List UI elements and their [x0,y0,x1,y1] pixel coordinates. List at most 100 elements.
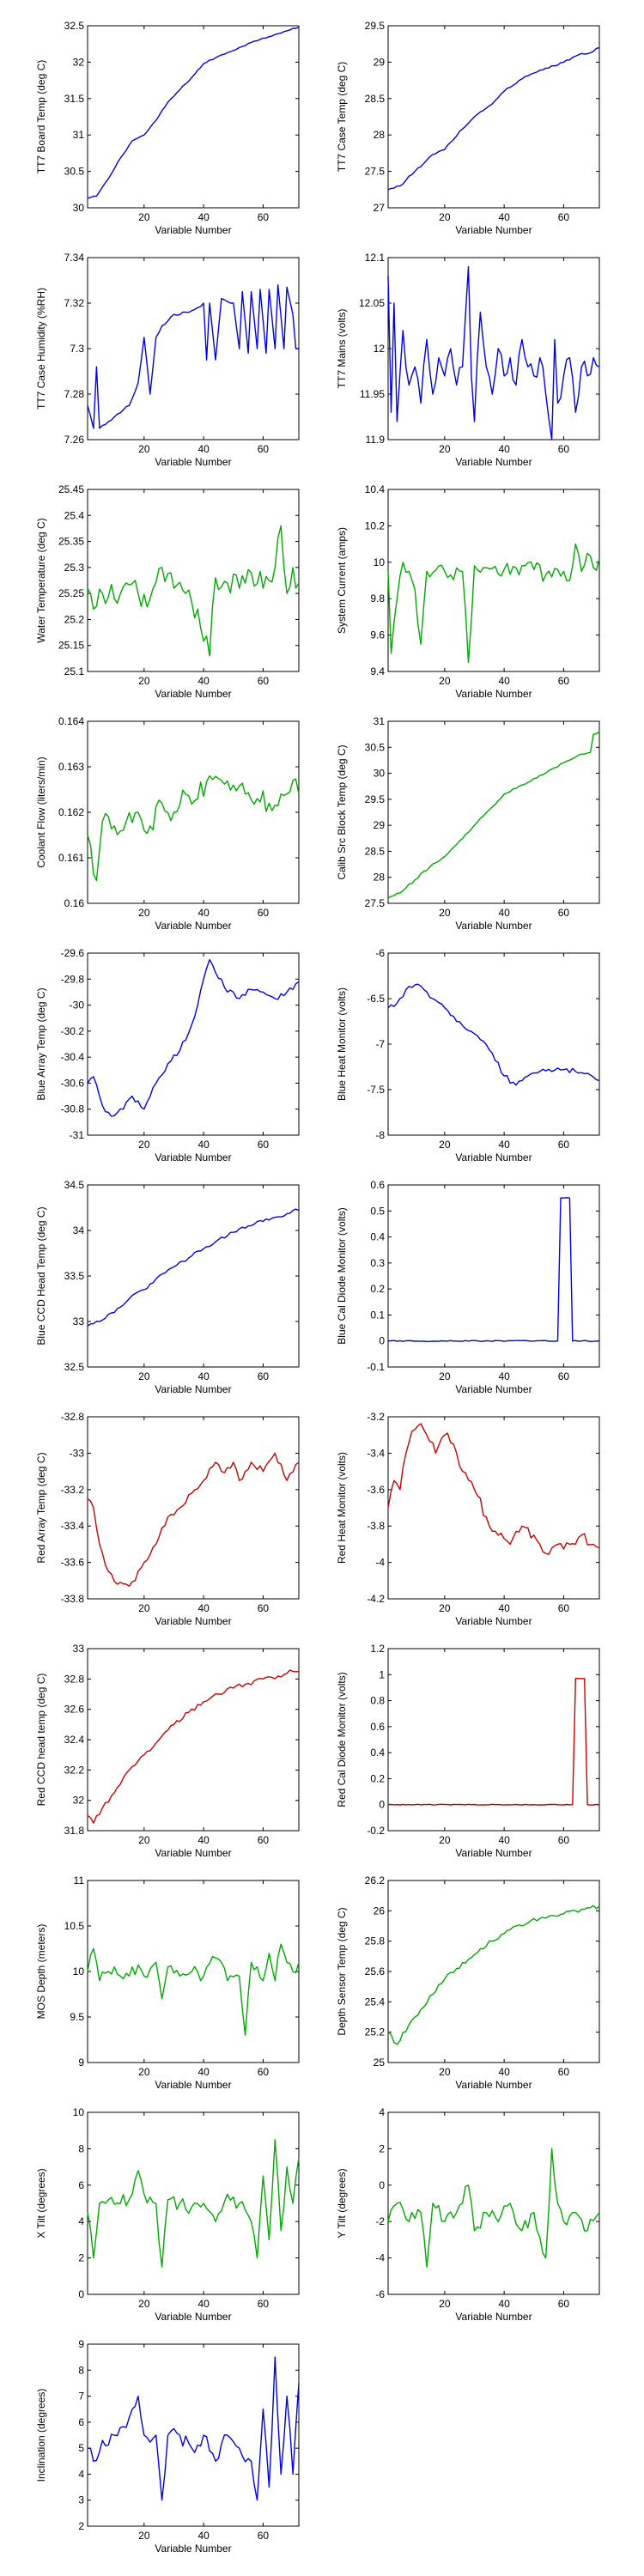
x-tick-label: 40 [498,443,510,455]
x-tick-label: 60 [258,211,270,223]
x-tick-label: 20 [138,211,150,223]
y-tick-label: 26.2 [365,1874,386,1886]
y-tick-label: 2 [78,2252,84,2264]
y-tick-label: -29.8 [61,973,85,985]
series-line [387,1905,600,2045]
y-axis-label: TT7 Case Humidity (%RH) [35,288,47,410]
x-tick-label: 60 [558,907,570,919]
y-tick-label: 28 [374,872,386,884]
x-tick-label: 60 [258,1370,270,1382]
x-tick-label: 60 [258,1602,270,1614]
y-axis-label: Calib Src Block Temp (deg C) [336,744,348,879]
y-tick-label: 0.2 [370,1283,385,1295]
y-tick-label: 0.1 [370,1309,385,1321]
x-tick-label: 20 [138,1834,150,1846]
y-tick-label: -31 [70,1129,85,1141]
y-tick-label: 2 [78,2520,84,2532]
y-tick-label: 0.4 [370,1747,385,1759]
axes-box [87,25,300,209]
y-tick-label: 7.32 [64,297,85,309]
x-axis-label: Variable Number [155,1383,231,1395]
x-axis-label: Variable Number [455,2311,532,2323]
series-line [87,525,300,657]
y-tick-label: 9 [78,2057,84,2069]
y-tick-label: 0 [379,2179,385,2191]
x-tick-label: 20 [439,443,451,455]
axes-box [387,1648,600,1832]
y-tick-label: 12.1 [365,252,386,264]
y-tick-label: -6 [375,2288,385,2300]
y-tick-label: 4 [78,2468,84,2480]
axes-box [87,1416,300,1600]
y-tick-label: 11.9 [366,434,386,446]
y-tick-label: 7.34 [64,252,85,264]
y-tick-label: 0 [78,2288,84,2300]
x-axis-label: Variable Number [155,920,231,932]
x-tick-label: 40 [498,1834,510,1846]
chart-16: 20 40 60 -0.2 0 0.2 0.4 0.6 0.8 1 1.2 Variable Numb… [336,1643,600,1859]
y-tick-label: 0.162 [58,806,84,818]
y-tick-label: 28.5 [365,845,386,857]
y-tick-label: 10.2 [365,519,386,532]
y-tick-label: -33.6 [61,1557,85,1569]
y-tick-label: -4 [375,2252,385,2264]
x-axis-label: Variable Number [455,1151,532,1163]
x-axis-label: Variable Number [455,688,532,700]
y-tick-label: 0.4 [370,1231,385,1243]
series-line [87,284,299,429]
x-axis-label: Variable Number [155,1615,231,1627]
chart-19: 20 40 60 0 2 4 6 8 10 Variable Number X Tilt (degr… [35,2106,300,2323]
y-tick-label: 32.5 [64,1361,85,1373]
x-axis-label: Variable Number [455,224,532,236]
y-tick-label: 0.6 [370,1721,385,1733]
y-tick-label: 29 [374,56,386,68]
series-line [387,46,600,191]
y-tick-label: 10.4 [365,483,386,495]
x-tick-label: 20 [138,2530,150,2542]
y-tick-label: 31.5 [64,93,85,105]
y-tick-label: 27.5 [365,166,386,178]
chart-18: 20 40 60 25 25.2 25.4 25.6 25.8 26 26.2 Variable N… [336,1874,600,2091]
y-tick-label: 5 [78,2442,84,2454]
y-axis-label: X Tilt (degrees) [35,2168,47,2238]
y-tick-label: 7.3 [70,343,84,355]
x-axis-label: Variable Number [455,1383,532,1395]
y-tick-label: 1 [379,1668,385,1680]
x-tick-label: 40 [197,1370,210,1382]
y-tick-label: -32.8 [61,1411,85,1423]
x-tick-label: 20 [138,2298,150,2310]
x-tick-label: 20 [439,211,451,223]
y-tick-label: 12 [374,343,386,355]
chart-17: 20 40 60 9 9.5 10 10.5 11 Variable Number MOS Dep… [35,1874,300,2091]
x-tick-label: 60 [258,907,270,919]
chart-6: 20 40 60 9.4 9.6 9.8 10 10.2 10.4 Variable Number… [336,483,600,700]
y-tick-label: -2 [375,2215,385,2227]
y-tick-label: 4 [379,2106,385,2118]
axes-box [387,1184,600,1368]
y-tick-label: -30.8 [61,1103,85,1115]
series-line [87,1208,300,1327]
x-tick-label: 40 [197,443,210,455]
axes-box [387,1416,600,1600]
axes-box [87,720,300,904]
y-tick-label: -3.8 [367,1520,385,1532]
series-line [387,265,600,440]
series-line [387,1423,600,1555]
y-tick-label: 31 [73,129,85,141]
x-tick-label: 60 [558,2298,570,2310]
y-tick-label: 0.6 [370,1179,385,1191]
x-tick-label: 20 [439,2066,451,2078]
y-tick-label: 3 [78,2494,84,2506]
x-axis-label: Variable Number [455,1847,532,1859]
x-tick-label: 40 [498,1370,510,1382]
x-tick-label: 20 [138,443,150,455]
x-tick-label: 40 [498,2066,510,2078]
chart-2: 20 40 60 27 27.5 28 28.5 29 29.5 Variable Number T… [336,20,600,236]
y-tick-label: -33.4 [61,1520,85,1532]
series-line [387,2148,600,2268]
series-line [387,1677,600,1806]
y-tick-label: 32 [73,56,85,68]
y-tick-label: 10 [73,1965,85,1978]
y-tick-label: 25.4 [64,509,85,521]
y-tick-label: 25.2 [365,2026,386,2038]
